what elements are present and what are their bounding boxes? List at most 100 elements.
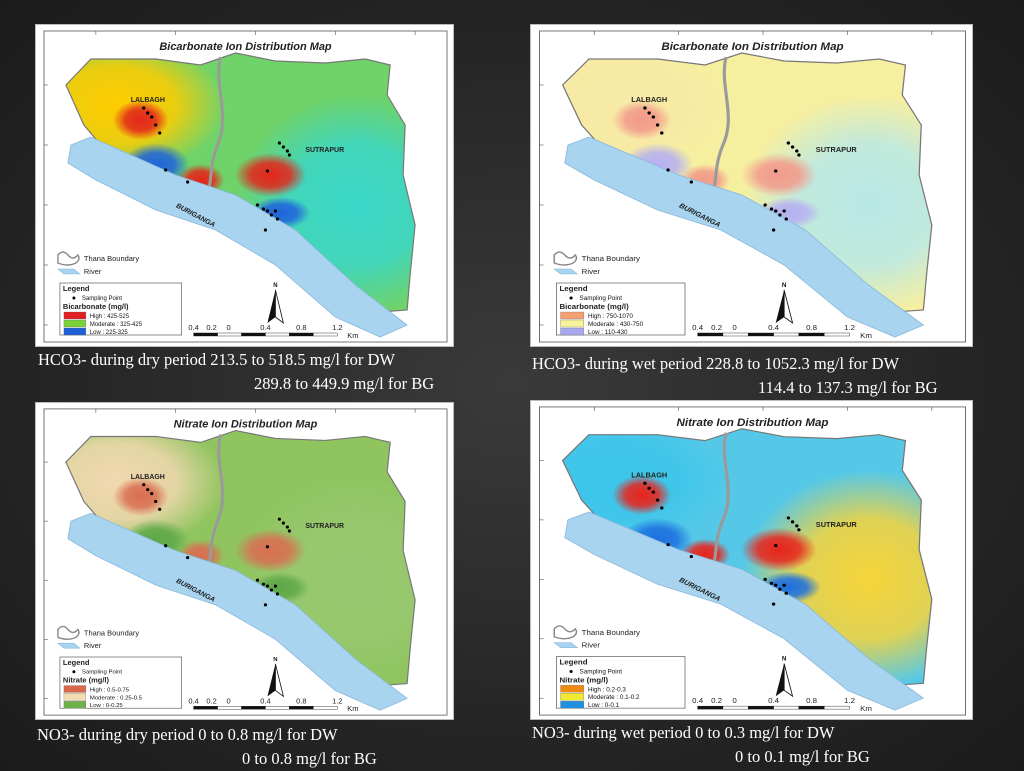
scale-bar-segment — [748, 332, 774, 337]
scale-tick-label: 0.4 — [692, 696, 704, 705]
sampling-point — [795, 149, 799, 153]
hotspot — [740, 527, 817, 572]
sampling-point — [255, 578, 260, 582]
sampling-point — [142, 106, 146, 110]
sampling-point — [782, 209, 786, 213]
sampling-point — [150, 115, 154, 119]
river-swatch — [57, 642, 81, 649]
zone-west — [562, 53, 732, 175]
sampling-point — [689, 180, 694, 184]
legend-class-label: Moderate : 325-425 — [90, 322, 143, 328]
legend-class-label: Moderate : 0.25-0.5 — [90, 695, 143, 701]
scale-bar-segment — [773, 332, 800, 337]
legend-parameter: Nitrate (mg/l) — [63, 676, 110, 685]
legend-sampling-point: Sampling Point — [580, 669, 623, 676]
scale-tick-label: 0.8 — [806, 696, 817, 705]
scale-tick-label: 0.2 — [711, 696, 722, 705]
sampling-point — [265, 584, 270, 588]
north-label: N — [782, 282, 787, 289]
sampling-point — [797, 528, 801, 532]
scale-bar-segment — [289, 706, 314, 710]
scale-tick-label: 0.4 — [692, 323, 704, 332]
sampling-point — [774, 209, 778, 213]
scale-bar-segment — [265, 332, 290, 337]
legend-thana-boundary: Thana Boundary — [582, 628, 641, 637]
legend-swatch — [63, 311, 87, 320]
area-label-west: LALBAGH — [631, 95, 667, 104]
legend-sampling-point: Sampling Point — [580, 295, 623, 302]
sampling-point — [142, 483, 146, 487]
scale-unit: Km — [347, 704, 358, 713]
sampling-point — [689, 554, 694, 559]
sampling-point — [287, 529, 291, 533]
sampling-point — [261, 582, 266, 586]
scale-bar-segment — [241, 332, 266, 337]
area-label-west: LALBAGH — [631, 471, 667, 479]
scale-tick-label: 0 — [226, 696, 230, 705]
sampling-point — [763, 203, 767, 207]
legend-class-label: Low : 0-0.25 — [90, 703, 124, 709]
scale-tick-label: 1.2 — [844, 696, 855, 705]
sampling-point — [273, 584, 278, 588]
sampling-point — [782, 583, 786, 587]
scale-tick-label: 0.4 — [768, 696, 780, 705]
sampling-point — [154, 499, 158, 504]
scale-bar-segment — [289, 332, 314, 337]
sampling-point — [660, 506, 664, 510]
sampling-point — [275, 592, 280, 596]
legend-class-label: High : 0.5-0.75 — [90, 687, 130, 693]
north-label: N — [782, 656, 787, 663]
map-title: Bicarbonate Ion Distribution Map — [661, 41, 843, 53]
sampling-point — [269, 588, 274, 592]
map-title: Nitrate Ion Distribution Map — [174, 419, 318, 431]
scale-tick-label: 1.2 — [332, 696, 342, 705]
hotspot — [740, 153, 817, 197]
sampling-point — [651, 115, 656, 119]
legend-river: River — [582, 267, 601, 276]
caption-line-2: 0 to 0.8 mg/l for BG — [242, 749, 377, 768]
thana-boundary — [204, 434, 225, 570]
caption-line-1: NO3- during dry period 0 to 0.8 mg/l for… — [37, 725, 338, 744]
legend-class-label: High : 0.2-0.3 — [588, 686, 627, 693]
legend-thana-boundary: Thana Boundary — [84, 254, 140, 263]
sampling-point — [797, 153, 801, 157]
scale-bar-segment — [773, 705, 800, 710]
scale-tick-label: 1.2 — [844, 323, 855, 332]
sampling-point — [265, 545, 270, 549]
scale-unit: Km — [860, 704, 872, 713]
sampling-point — [263, 228, 268, 232]
scale-bar-segment — [824, 705, 850, 710]
scale-tick-label: 1.2 — [332, 323, 342, 332]
legend-swatch — [560, 311, 584, 320]
sampling-point — [666, 168, 670, 172]
thana-boundary-swatch — [57, 251, 80, 266]
sampling-point — [778, 213, 782, 217]
thana-boundary-swatch — [57, 625, 80, 640]
sampling-point — [655, 123, 660, 127]
caption-hco3-wet: HCO3- during wet period 228.8 to 1052.3 … — [532, 352, 938, 400]
sampling-point — [769, 207, 774, 211]
sampling-point — [273, 209, 278, 213]
sampling-point — [790, 145, 795, 149]
scale-tick-label: 0.4 — [188, 696, 198, 705]
sampling-point — [261, 207, 266, 211]
scale-tick-label: 0.4 — [260, 696, 270, 705]
legend-swatch — [560, 319, 584, 328]
scale-bar-segment — [824, 332, 850, 337]
area-label-east: SUTRAPUR — [305, 147, 344, 154]
hotspot — [612, 475, 672, 515]
map-panel-no3-dry: BURIGANGA LALBAGH SUTRAPUR Nitrate Ion Dist… — [35, 402, 454, 720]
map-title: Nitrate Ion Distribution Map — [676, 417, 828, 429]
caption-line-2: 289.8 to 449.9 mg/l for BG — [254, 374, 435, 393]
scale-tick-label: 0.2 — [206, 323, 216, 332]
scale-bar-segment — [697, 332, 724, 337]
sampling-point — [771, 602, 776, 606]
legend-title: Legend — [559, 658, 587, 667]
legend-class-label: Low : 0-0.1 — [588, 702, 620, 709]
sampling-point — [795, 524, 799, 528]
legend-swatch — [63, 693, 87, 701]
river — [67, 136, 408, 338]
